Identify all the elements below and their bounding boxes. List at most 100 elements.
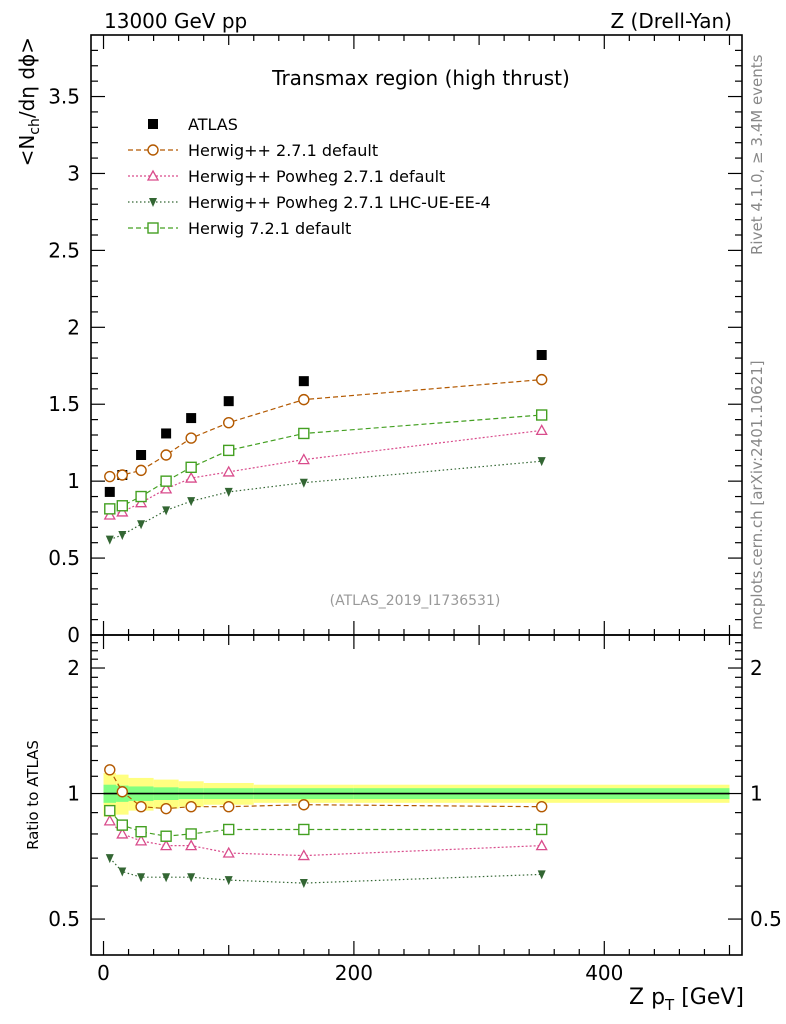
- main-point-atlas-4: [186, 413, 197, 424]
- main-point-herwig-2-7-1-default-6: [298, 393, 310, 406]
- header-left: 13000 GeV pp: [104, 9, 247, 33]
- main-y-label-rest: /dη dϕ>: [15, 37, 39, 118]
- ratio-point-herwig-powheg-2-7-1-default-5: [222, 846, 235, 858]
- main-ytick-label-3: 1.5: [48, 392, 80, 416]
- main-point-atlas-5: [223, 396, 234, 407]
- main-point-herwig-7-2-1-default-7: [535, 409, 548, 421]
- main-line-herwig-7-2-1-default: [109, 414, 542, 510]
- main-ytick-label-5: 2.5: [48, 238, 80, 262]
- legend-label-atlas: ATLAS: [188, 115, 238, 134]
- main-line-herwig-powheg-2-7-1-default: [109, 429, 542, 516]
- main-point-herwig-7-2-1-default-2: [135, 490, 147, 503]
- ratio-point-herwig-2-7-1-default-1: [116, 786, 128, 798]
- mcplots-label: mcplots.cern.ch [arXiv:2401.10621]: [748, 360, 766, 630]
- ratio-point-herwig-powheg-2-7-1-lhc-ue-ee-4-5: [224, 876, 233, 886]
- ratio-panel: 0.5 0.5 1 1 2 2 0 200 400 Ratio to ATLAS Z pT [G…: [24, 634, 782, 1014]
- ratio-point-herwig-2-7-1-default-2: [135, 800, 147, 813]
- ratio-ytick-label-2: 2: [67, 656, 80, 680]
- main-point-herwig-2-7-1-default-4: [185, 432, 197, 444]
- legend-label-herwig-2-7-1-default: Herwig++ 2.7.1 default: [188, 141, 378, 160]
- main-line-herwig-2-7-1-default: [109, 379, 542, 478]
- main-point-herwig-powheg-2-7-1-lhc-ue-ee-4-1: [118, 531, 127, 540]
- main-title: Transmax region (high thrust): [271, 66, 570, 90]
- main-point-herwig-powheg-2-7-1-lhc-ue-ee-4-2: [137, 520, 146, 530]
- main-point-herwig-2-7-1-default-7: [535, 373, 548, 386]
- ratio-point-herwig-2-7-1-default-6: [298, 799, 310, 811]
- main-panel: 0 0.5 1 1.5 2 2.5 3 3.5 Transmax region (high t…: [15, 34, 743, 647]
- main-point-herwig-2-7-1-default-2: [135, 464, 147, 477]
- main-point-herwig-7-2-1-default-6: [298, 427, 310, 440]
- ratio-point-herwig-2-7-1-default-0: [104, 764, 116, 776]
- ratio-line-herwig-powheg-2-7-1-lhc-ue-ee-4: [109, 857, 542, 884]
- ratio-point-herwig-powheg-2-7-1-default-3: [160, 839, 173, 851]
- ratio-ytick-label-right-2: 2: [750, 656, 763, 680]
- ratio-point-herwig-powheg-2-7-1-default-1: [116, 827, 129, 839]
- ratio-point-herwig-2-7-1-default-3: [160, 802, 172, 815]
- legend-label-herwig-7-2-1-default: Herwig 7.2.1 default: [188, 219, 351, 238]
- ratio-point-herwig-powheg-2-7-1-lhc-ue-ee-4-3: [162, 873, 171, 883]
- main-point-herwig-powheg-2-7-1-default-7: [535, 424, 548, 436]
- main-point-herwig-7-2-1-default-5: [223, 444, 235, 457]
- header-right: Z (Drell-Yan): [610, 9, 732, 33]
- main-point-herwig-powheg-2-7-1-default-3: [160, 482, 173, 494]
- main-point-herwig-powheg-2-7-1-default-6: [297, 453, 310, 465]
- main-point-herwig-2-7-1-default-5: [223, 416, 235, 429]
- main-point-herwig-powheg-2-7-1-lhc-ue-ee-4-4: [187, 497, 196, 507]
- main-point-herwig-7-2-1-default-0: [104, 503, 116, 515]
- ratio-line-herwig-powheg-2-7-1-default: [109, 820, 542, 857]
- ratio-point-herwig-powheg-2-7-1-lhc-ue-ee-4-0: [105, 854, 114, 864]
- ratio-point-herwig-powheg-2-7-1-lhc-ue-ee-4-1: [118, 867, 127, 877]
- main-ytick-label-4: 2: [67, 315, 80, 339]
- legend-marker-herwig-powheg-2-7-1-lhc-ue-ee-4: [149, 198, 157, 207]
- ratio-point-herwig-powheg-2-7-1-default-0: [103, 814, 116, 826]
- ratio-ytick-label-0: 0.5: [48, 907, 80, 931]
- rivet-label: Rivet 4.1.0, ≥ 3.4M events: [748, 54, 766, 255]
- ratio-ytick-label-right-1: 1: [750, 782, 763, 806]
- ratio-frame: [90, 634, 743, 956]
- legend: ATLAS Herwig++ 2.7.1 default Herwig++ Powh…: [128, 115, 491, 238]
- x-label-sub: T: [664, 996, 675, 1014]
- main-y-label-main: <N: [15, 135, 39, 167]
- ratio-point-herwig-2-7-1-default-7: [535, 800, 548, 813]
- main-point-herwig-7-2-1-default-3: [160, 475, 172, 487]
- ratio-point-herwig-7-2-1-default-5: [223, 823, 235, 836]
- main-ytick-label-1: 0.5: [48, 546, 80, 570]
- main-point-herwig-powheg-2-7-1-lhc-ue-ee-4-3: [162, 506, 171, 516]
- main-point-herwig-powheg-2-7-1-lhc-ue-ee-4-0: [105, 535, 114, 545]
- ratio-ytick-label-1: 1: [67, 782, 80, 806]
- main-point-herwig-powheg-2-7-1-lhc-ue-ee-4-7: [537, 457, 546, 467]
- main-point-herwig-2-7-1-default-0: [104, 470, 116, 483]
- x-label-rest: [GeV]: [674, 985, 744, 1010]
- ratio-point-herwig-powheg-2-7-1-lhc-ue-ee-4-7: [537, 870, 546, 880]
- ratio-point-herwig-7-2-1-default-6: [298, 823, 310, 836]
- ratio-point-herwig-7-2-1-default-1: [116, 819, 128, 831]
- main-line-herwig-powheg-2-7-1-lhc-ue-ee-4: [109, 460, 542, 541]
- main-point-atlas-3: [161, 428, 172, 439]
- main-point-herwig-7-2-1-default-1: [116, 500, 128, 512]
- ratio-point-herwig-7-2-1-default-0: [104, 804, 116, 817]
- main-y-axis-label: <Nch/dη dϕ>: [15, 37, 43, 166]
- x-axis-label: Z pT [GeV]: [629, 985, 744, 1014]
- main-point-atlas-6: [298, 376, 309, 387]
- main-ytick-label-6: 3: [67, 161, 80, 185]
- main-point-atlas-7: [536, 350, 547, 360]
- main-ytick-label-7: 3.5: [48, 85, 80, 109]
- main-ytick-label-2: 1: [67, 469, 80, 493]
- x-label-main: Z p: [629, 985, 665, 1010]
- main-point-herwig-2-7-1-default-1: [116, 469, 128, 481]
- legend-marker-atlas: [148, 119, 158, 129]
- ratio-xtick-label-2: 400: [585, 961, 623, 985]
- legend-label-herwig-powheg-2-7-1-lhc-ue-ee-4: Herwig++ Powheg 2.7.1 LHC-UE-EE-4: [188, 193, 491, 212]
- ratio-y-axis-label: Ratio to ATLAS: [24, 740, 42, 850]
- ratio-point-herwig-powheg-2-7-1-default-4: [185, 839, 198, 851]
- main-point-herwig-powheg-2-7-1-lhc-ue-ee-4-5: [224, 487, 233, 497]
- main-point-herwig-2-7-1-default-3: [160, 449, 172, 461]
- ratio-point-herwig-2-7-1-default-4: [185, 800, 197, 813]
- legend-marker-herwig-powheg-2-7-1-default: [146, 169, 160, 181]
- ratio-point-herwig-powheg-2-7-1-default-2: [134, 834, 148, 846]
- main-point-atlas-2: [136, 450, 147, 460]
- ratio-point-herwig-powheg-2-7-1-lhc-ue-ee-4-4: [187, 873, 196, 883]
- ratio-point-herwig-7-2-1-default-4: [185, 828, 197, 840]
- legend-label-herwig-powheg-2-7-1-default: Herwig++ Powheg 2.7.1 default: [188, 167, 445, 186]
- ratio-point-herwig-7-2-1-default-7: [535, 823, 548, 836]
